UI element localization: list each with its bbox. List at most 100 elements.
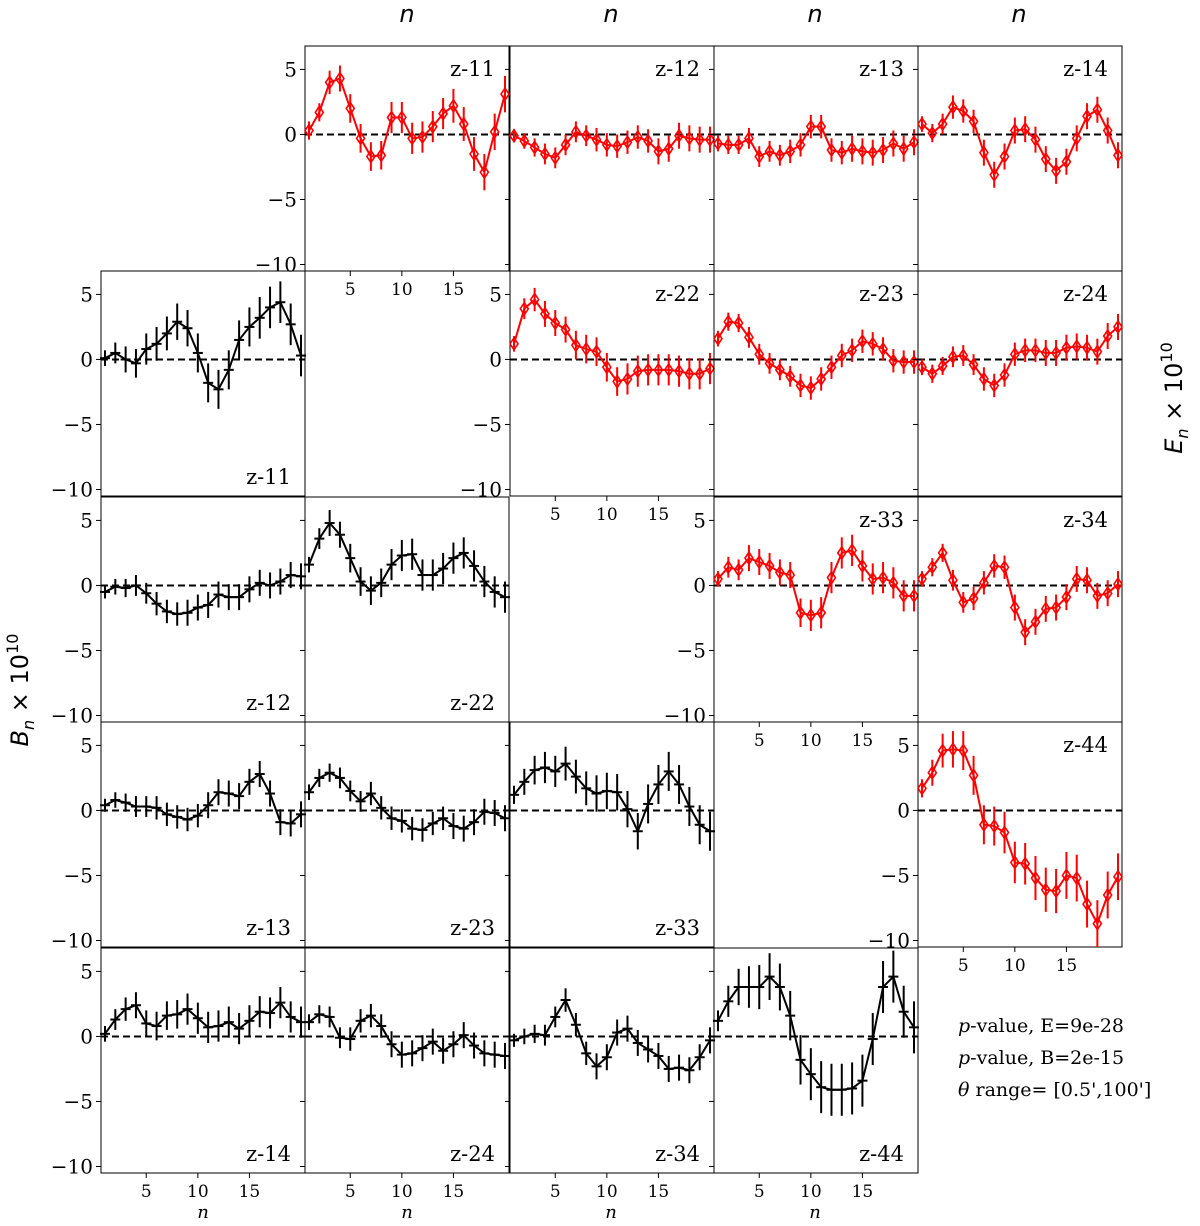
panel-B-z-44: 5 10 15 z-44	[709, 947, 919, 1202]
data-point	[898, 354, 909, 370]
data-point	[1071, 338, 1082, 354]
data-point	[754, 346, 765, 362]
data-point	[643, 362, 654, 378]
data-point	[909, 588, 919, 604]
data-point	[867, 145, 878, 161]
y-ticks: 5 0 −5 −10	[460, 282, 510, 501]
data-point	[898, 141, 909, 157]
data-point	[1061, 340, 1072, 356]
data-point	[816, 119, 827, 135]
data-point	[1051, 600, 1062, 615]
data-point	[376, 147, 387, 163]
x-tick-label: 5	[345, 280, 356, 300]
series-line	[921, 105, 1119, 177]
data-point	[999, 559, 1010, 575]
data-point	[947, 741, 958, 757]
y-ticks	[709, 68, 714, 265]
panel-E-z-44: 5 0 −5 −10 5 10 15 z-44	[868, 721, 1123, 976]
panel-frame	[713, 947, 919, 1174]
series-line	[513, 130, 710, 160]
y-tick-label: 5	[80, 282, 93, 306]
y-ticks	[300, 519, 305, 716]
data-point	[601, 359, 612, 375]
data-point	[836, 545, 847, 561]
panel-label: z-11	[450, 57, 495, 81]
x-tick-label: 5	[141, 1182, 152, 1202]
data-point	[1040, 345, 1051, 361]
panel-B-z-22: z-22	[300, 496, 510, 723]
panel-B-z-14: 5 0 −5 −10 5 10 15 z-14	[51, 947, 306, 1202]
y-ticks: 5 0 −5 −10	[51, 508, 101, 727]
data-point	[909, 134, 919, 150]
data-point	[324, 74, 335, 90]
data-point	[1082, 108, 1093, 124]
data-point	[878, 570, 889, 586]
data-point	[448, 98, 459, 114]
top-x-axis-labels: n n n n	[399, 0, 1026, 28]
data-point	[764, 558, 775, 574]
data-point	[878, 341, 889, 357]
x-tick-label: 10	[800, 731, 822, 751]
data-point	[785, 143, 796, 159]
data-point	[847, 342, 858, 358]
data-point	[1020, 342, 1031, 358]
left-ylabel-exponent: 10	[3, 634, 22, 654]
data-point	[989, 378, 1000, 393]
panel-frame	[304, 947, 510, 1174]
data-point	[570, 337, 581, 353]
data-point	[857, 333, 868, 349]
panel-label: z-12	[246, 691, 291, 715]
pvalue-e-prefix: p	[958, 1015, 971, 1037]
panel-frame	[100, 270, 306, 497]
data-point	[539, 306, 550, 322]
panel-B-z-23: z-23	[300, 721, 510, 948]
y-tick-label: 5	[897, 733, 910, 757]
data-point	[805, 607, 816, 623]
panel-E-z-12: z-12	[505, 45, 715, 272]
y-tick-label: 5	[80, 959, 93, 983]
data-point	[355, 130, 366, 146]
data-point	[857, 143, 868, 159]
data-point	[968, 591, 979, 606]
y-ticks	[709, 970, 714, 1167]
data-point	[653, 143, 664, 159]
data-point	[917, 571, 927, 587]
y-tick-label: 0	[897, 798, 910, 822]
data-point	[519, 133, 530, 149]
data-point	[805, 380, 816, 396]
theta-symbol: θ	[958, 1079, 970, 1101]
x-tick-label: 10	[391, 1182, 413, 1202]
data-point	[591, 132, 602, 148]
data-point	[743, 130, 754, 146]
data-point	[816, 605, 827, 621]
data-point	[743, 329, 754, 345]
data-point	[917, 359, 927, 375]
data-point	[1020, 121, 1031, 137]
data-point	[694, 132, 705, 148]
x-tick-label: 15	[852, 731, 874, 751]
panel-frame	[509, 721, 715, 948]
y-tick-label: −10	[460, 477, 502, 501]
x-tick-label: 10	[596, 1182, 618, 1202]
pvalue-b-line: p-value, B=2e-15	[958, 1042, 1151, 1074]
data-point	[1092, 916, 1103, 932]
y-tick-label: −5	[64, 863, 93, 887]
data-point	[1061, 154, 1072, 170]
y-tick-label: −10	[51, 477, 93, 501]
top-xlabel-col2: n	[603, 0, 618, 28]
data-point	[826, 570, 837, 586]
panel-label: z-22	[655, 282, 700, 306]
x-ticks: 5 10 15	[141, 1173, 260, 1202]
data-point	[733, 315, 744, 331]
data-point	[733, 137, 744, 153]
x-tick-label: 15	[648, 505, 670, 525]
x-ticks: 5 10 15	[754, 1173, 873, 1202]
data-point	[345, 100, 356, 116]
panel-B-z-33: z-33	[505, 721, 715, 948]
panel-B-z-12: 5 0 −5 −10 z-12	[51, 496, 306, 727]
data-point	[1092, 102, 1103, 118]
panel-E-z-22: 5 0 −5 −10 5 10 15 z-22	[460, 270, 715, 525]
series-line	[513, 298, 711, 383]
x-tick-label: 15	[1056, 956, 1078, 976]
